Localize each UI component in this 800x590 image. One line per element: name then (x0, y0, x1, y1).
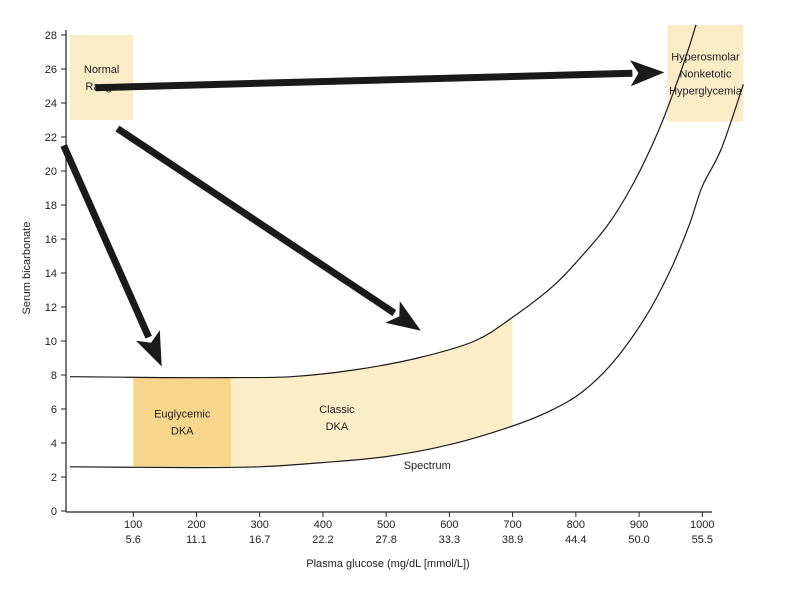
x-tick-label-600: 600 (440, 519, 458, 531)
region-label-hhs-3: Hyperglycemia (669, 85, 743, 97)
x-tick-label-500: 500 (377, 519, 395, 531)
arrow-euglycemic-shaft (60, 144, 152, 339)
lower-boundary-curve (69, 84, 744, 469)
x-tick-label-1000: 1000 (690, 519, 714, 531)
y-tick-label-26: 26 (45, 64, 57, 76)
y-tick-label-8: 8 (51, 370, 57, 382)
x-tick-sublabel-1000: 55.5 (692, 534, 713, 546)
region-label-hhs-1: Hyperosmolar (671, 51, 740, 63)
x-tick-sublabel-400: 22.2 (312, 534, 333, 546)
y-tick-label-22: 22 (45, 132, 57, 144)
regions-layer (70, 24, 744, 468)
region-euglycemic (133, 377, 232, 467)
y-axis-label: Serum bicarbonate (21, 222, 33, 315)
curves-layer (69, 24, 744, 469)
y-tick-label-24: 24 (45, 98, 57, 110)
annotation-spectrum: Spectrum (404, 460, 451, 472)
x-tick-label-900: 900 (630, 519, 648, 531)
region-label-euglycemic-2: DKA (171, 426, 194, 438)
y-tick-label-6: 6 (51, 404, 57, 416)
y-tick-label-14: 14 (45, 268, 57, 280)
x-tick-sublabel-900: 50.0 (628, 534, 649, 546)
x-tick-sublabel-100: 5.6 (126, 534, 141, 546)
region-label-classic-1: Classic (319, 404, 355, 416)
x-tick-sublabel-600: 33.3 (439, 534, 460, 546)
x-tick-sublabel-200: 11.1 (186, 534, 207, 546)
y-tick-label-28: 28 (45, 30, 57, 42)
x-tick-sublabel-800: 44.4 (565, 534, 586, 546)
y-tick-label-18: 18 (45, 200, 57, 212)
x-tick-label-100: 100 (124, 519, 142, 531)
arrow-classic-shaft (115, 125, 397, 316)
labels-layer: NormalRangeEuglycemicDKAClassicDKAHypero… (84, 51, 743, 472)
arrow-classic-head (385, 301, 421, 331)
y-tick-label-2: 2 (51, 472, 57, 484)
y-tick-label-20: 20 (45, 166, 57, 178)
axes-layer: 02468101214161820222426281005.620011.130… (45, 30, 715, 546)
arrow-hhs-shaft (95, 69, 633, 92)
x-tick-sublabel-500: 27.8 (375, 534, 396, 546)
x-tick-label-800: 800 (567, 519, 585, 531)
x-tick-label-300: 300 (251, 519, 269, 531)
region-label-normal-1: Normal (84, 64, 119, 76)
x-tick-sublabel-700: 38.9 (502, 534, 523, 546)
y-tick-label-16: 16 (45, 234, 57, 246)
arrow-euglycemic-head (136, 330, 162, 367)
region-normal (70, 35, 134, 120)
x-tick-label-700: 700 (503, 519, 521, 531)
region-classic (231, 317, 513, 468)
x-tick-label-200: 200 (187, 519, 205, 531)
y-tick-label-12: 12 (45, 302, 57, 314)
region-label-classic-2: DKA (326, 421, 349, 433)
x-tick-label-400: 400 (314, 519, 332, 531)
y-tick-label-0: 0 (51, 506, 57, 518)
y-tick-label-4: 4 (51, 438, 57, 450)
region-label-euglycemic-1: Euglycemic (154, 409, 211, 421)
arrow-hhs-head (630, 60, 665, 87)
arrows-layer (60, 60, 665, 367)
region-label-hhs-2: Nonketotic (679, 68, 731, 80)
upper-boundary-curve (69, 24, 697, 379)
x-tick-sublabel-300: 16.7 (249, 534, 270, 546)
x-axis-label: Plasma glucose (mg/dL [mmol/L]) (306, 558, 469, 570)
y-tick-label-10: 10 (45, 336, 57, 348)
